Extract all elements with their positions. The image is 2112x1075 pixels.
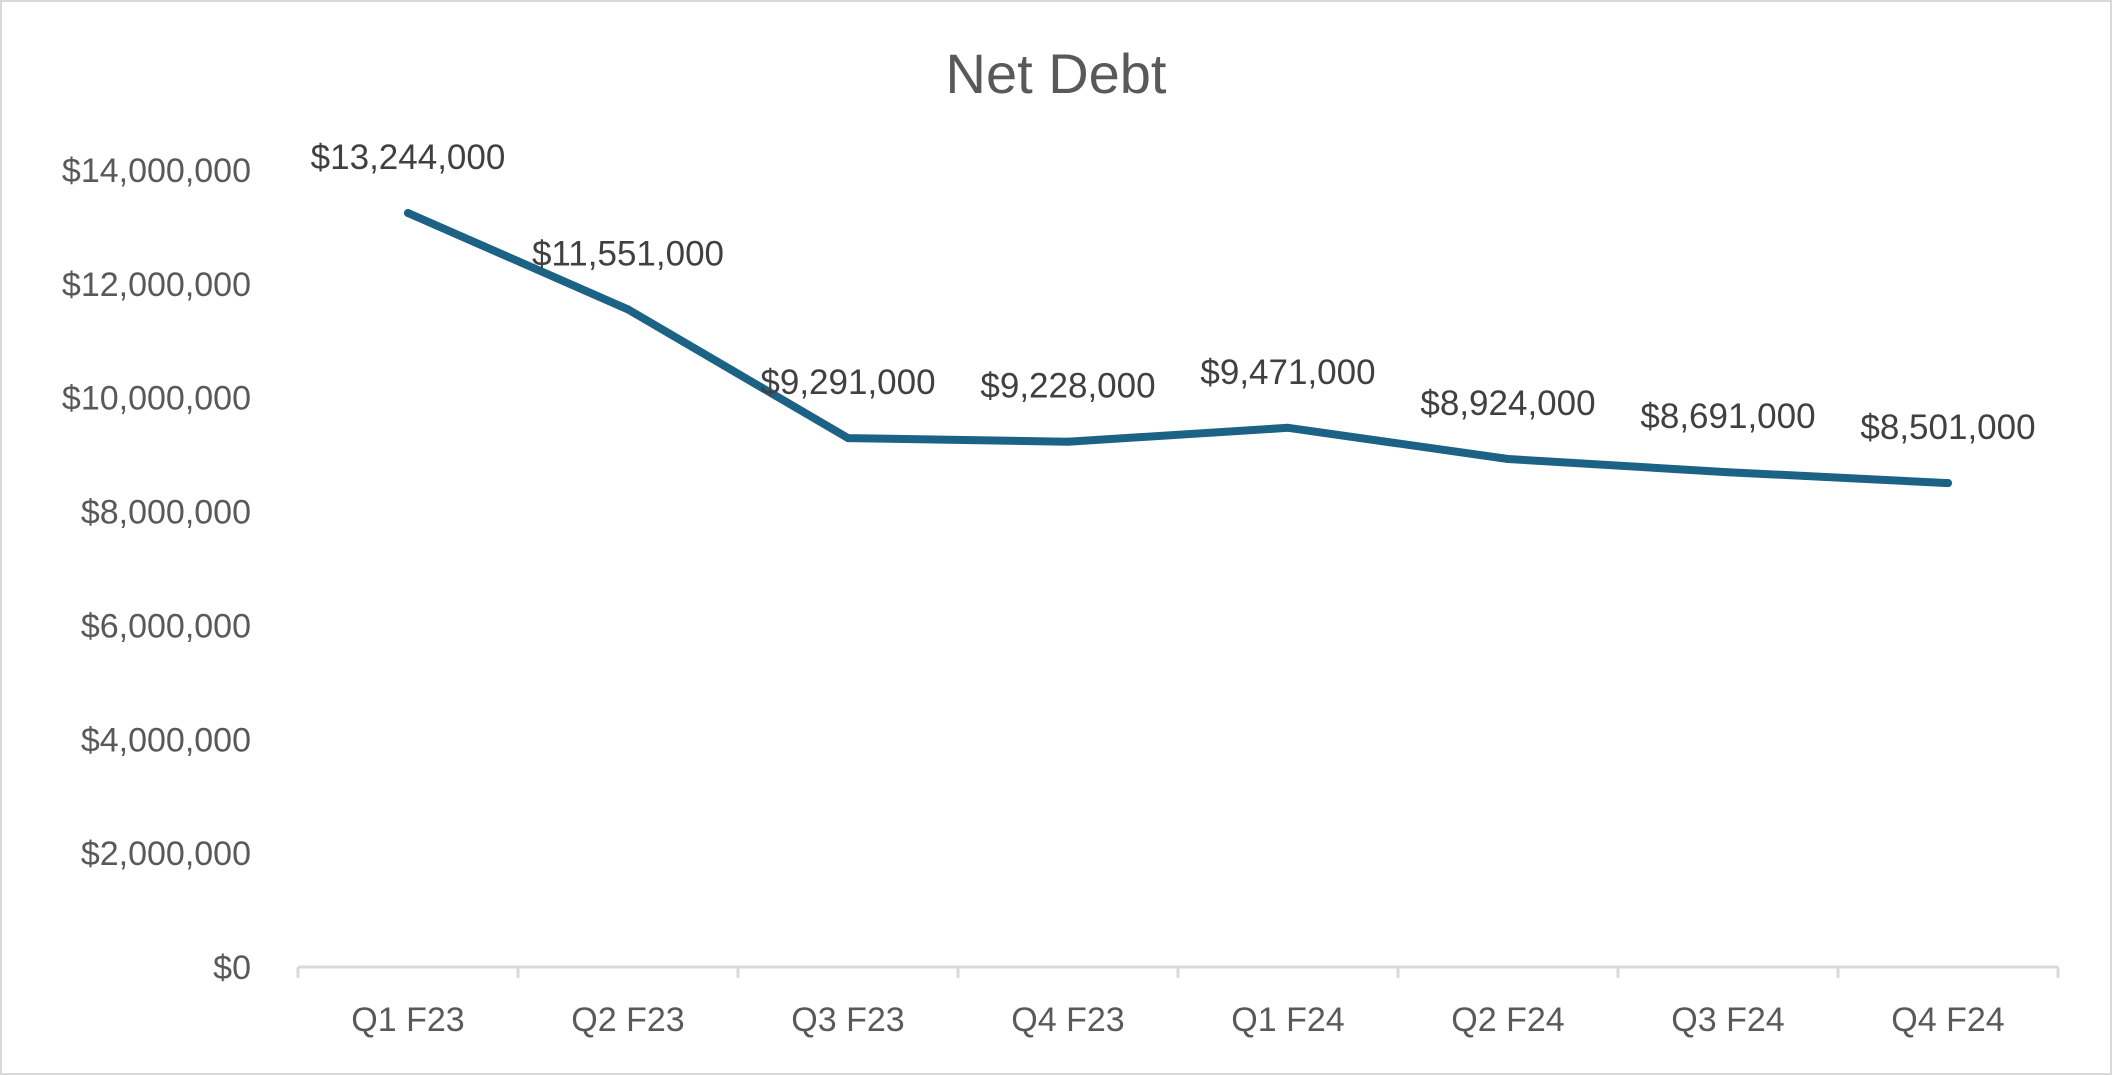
data-label: $8,924,000 bbox=[1420, 384, 1595, 423]
x-tick-label: Q1 F24 bbox=[1231, 1001, 1344, 1039]
y-tick-label: $0 bbox=[213, 949, 251, 987]
chart-title: Net Debt bbox=[946, 42, 1167, 105]
data-label: $9,291,000 bbox=[760, 363, 935, 402]
x-tick-label: Q4 F24 bbox=[1891, 1001, 2004, 1039]
data-point bbox=[1064, 437, 1072, 446]
data-point bbox=[1504, 454, 1512, 463]
y-tick-label: $2,000,000 bbox=[81, 835, 251, 873]
y-tick-label: $4,000,000 bbox=[81, 721, 251, 759]
x-tick-label: Q2 F23 bbox=[571, 1001, 684, 1039]
data-label: $9,228,000 bbox=[980, 367, 1155, 406]
data-point bbox=[624, 305, 632, 314]
data-point bbox=[1724, 468, 1732, 477]
data-point bbox=[404, 209, 412, 218]
series-line bbox=[404, 209, 1952, 488]
data-point bbox=[1944, 479, 1952, 488]
series-layer bbox=[404, 209, 1952, 488]
y-axis-tick-labels: $0 $2,000,000 $4,000,000 $6,000,000 $8,000,0… bbox=[62, 152, 251, 987]
data-point bbox=[844, 434, 852, 443]
data-labels: $13,244,000 $11,551,000 $9,291,000 $9,228,0… bbox=[311, 138, 2036, 447]
x-tick-label: Q1 F23 bbox=[351, 1001, 464, 1039]
data-label: $9,471,000 bbox=[1200, 353, 1375, 392]
data-point bbox=[1284, 423, 1292, 432]
x-tick-label: Q3 F23 bbox=[791, 1001, 904, 1039]
x-axis: Q1 F23 Q2 F23 Q3 F23 Q4 F23 Q1 F24 Q2 F24 Q3 F… bbox=[296, 965, 2060, 1039]
y-tick-label: $12,000,000 bbox=[62, 266, 251, 304]
y-tick-label: $8,000,000 bbox=[81, 494, 251, 532]
y-tick-label: $6,000,000 bbox=[81, 607, 251, 645]
data-label: $8,691,000 bbox=[1640, 397, 1815, 436]
x-tick-label: Q2 F24 bbox=[1451, 1001, 1564, 1039]
data-label: $11,551,000 bbox=[532, 234, 724, 273]
x-tick-label: Q3 F24 bbox=[1671, 1001, 1784, 1039]
data-label: $8,501,000 bbox=[1860, 408, 2035, 447]
y-tick-label: $10,000,000 bbox=[62, 380, 251, 418]
y-tick-label: $14,000,000 bbox=[62, 152, 251, 190]
data-label: $13,244,000 bbox=[311, 138, 506, 177]
x-tick-label: Q4 F23 bbox=[1011, 1001, 1124, 1039]
